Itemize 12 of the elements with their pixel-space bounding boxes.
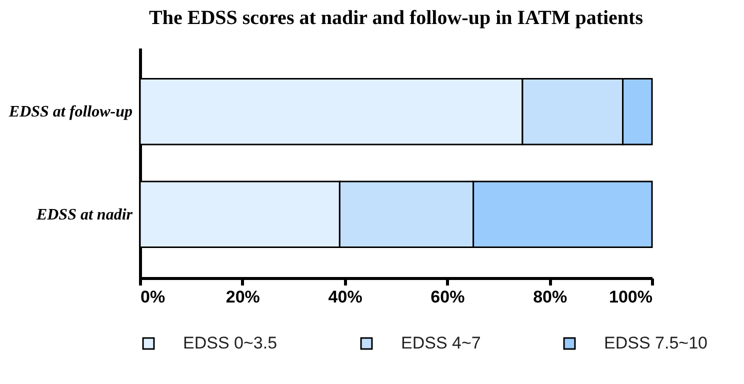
- legend-label: EDSS 4~7: [401, 334, 481, 353]
- legend-label: EDSS 7.5~10: [604, 334, 708, 353]
- x-tick-label: 0%: [140, 288, 166, 306]
- y-tick-label: EDSS at follow-up: [8, 104, 132, 121]
- chart-title: The EDSS scores at nadir and follow-up in IATM patients: [149, 7, 644, 29]
- x-tick-label: 40%: [328, 288, 362, 306]
- x-tick-label: 20%: [226, 288, 260, 306]
- legend-label: EDSS 0~3.5: [183, 334, 278, 353]
- y-tick-label: EDSS at nadir: [35, 206, 134, 224]
- x-tick-label: 60%: [430, 288, 465, 306]
- x-tick-label: 100%: [609, 288, 652, 306]
- x-tick-label: 80%: [533, 288, 568, 306]
